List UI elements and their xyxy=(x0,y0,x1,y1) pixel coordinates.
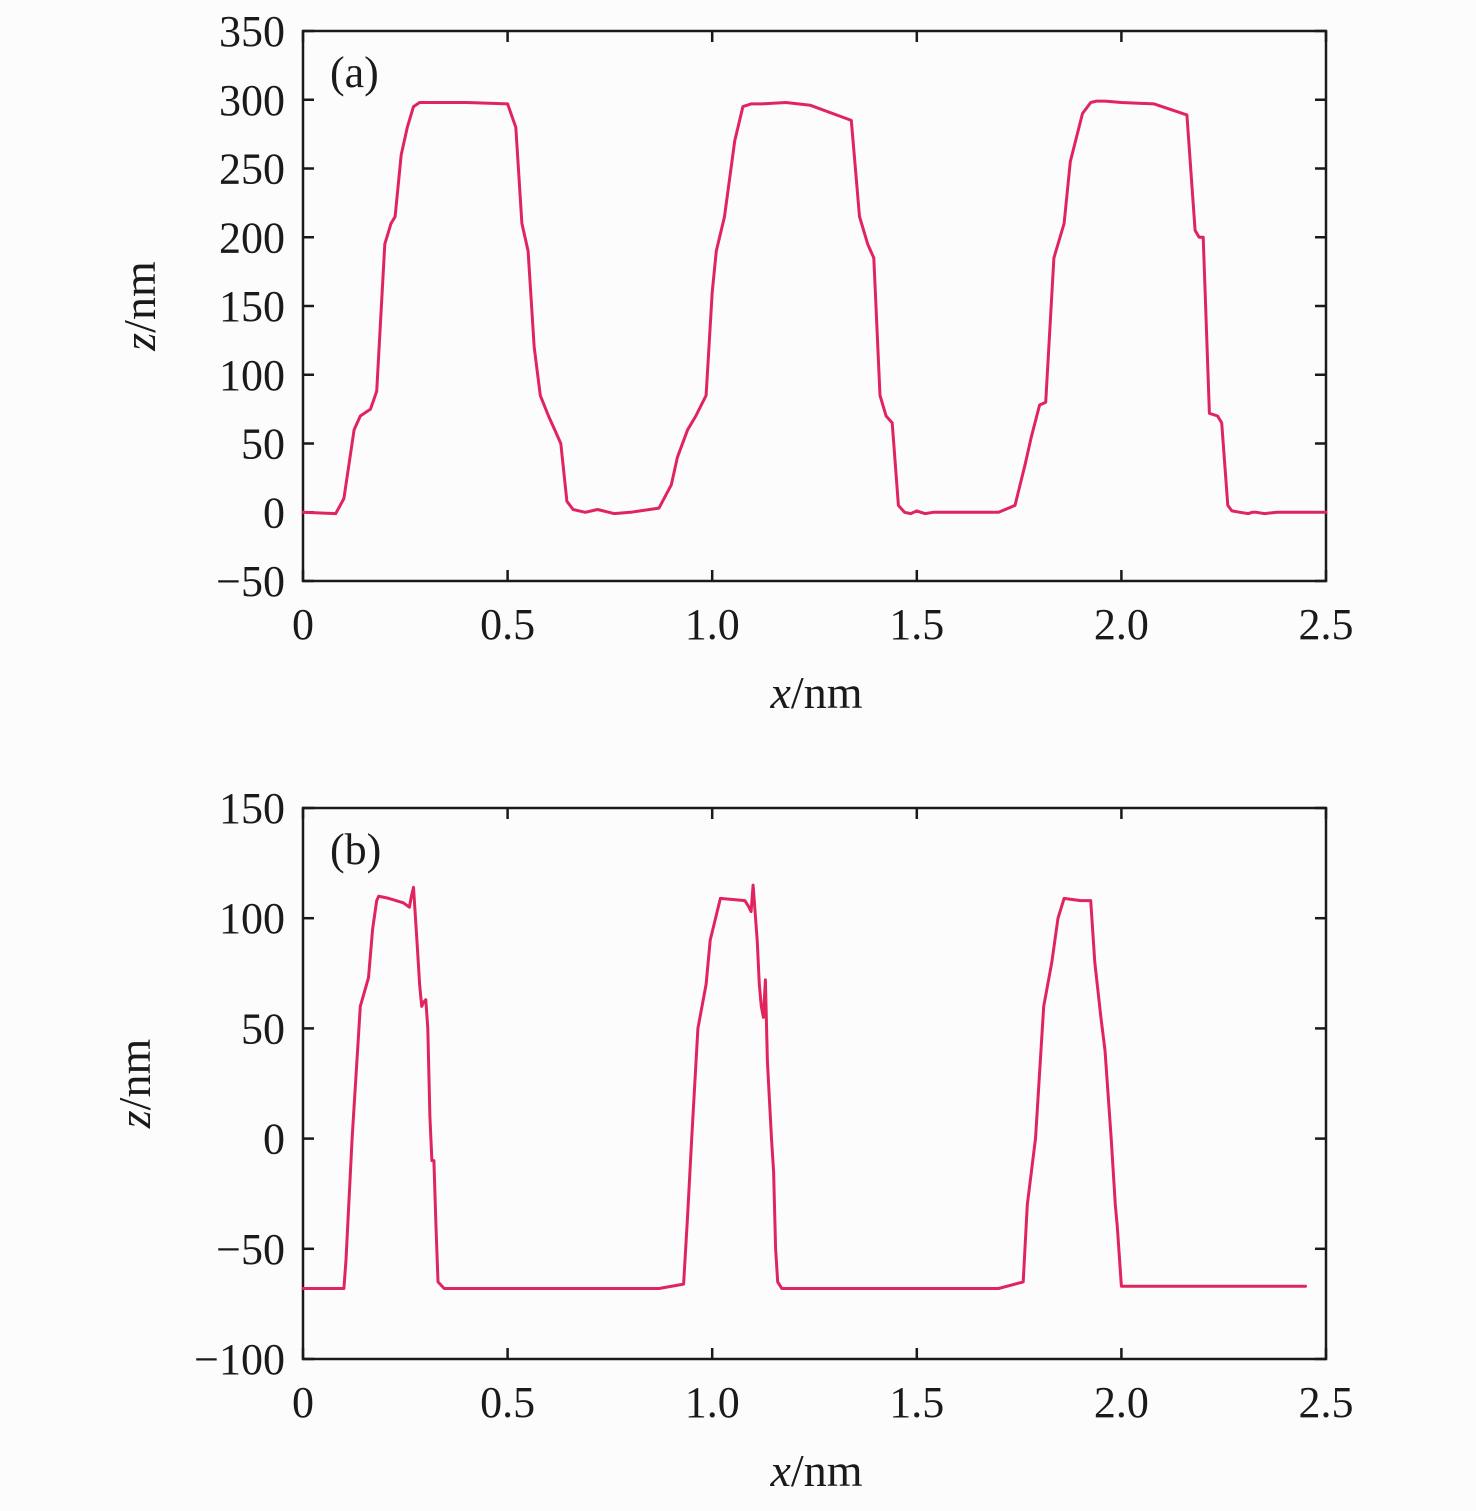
x-axis-label: x/nm xyxy=(770,1445,863,1496)
x-tick-label: 2.0 xyxy=(1094,600,1149,649)
y-tick-label: 100 xyxy=(219,351,285,400)
y-tick-label: 150 xyxy=(219,784,285,833)
x-tick-label: 0.5 xyxy=(480,600,535,649)
plot-frame xyxy=(301,29,1328,583)
plot-frame xyxy=(301,806,1328,1361)
y-tick-label: 150 xyxy=(219,282,285,331)
y-tick-label: 200 xyxy=(219,213,285,262)
x-axis-unit: /nm xyxy=(791,1445,863,1496)
panel-a: 0 0.5 1.0 1.5 2.0 2.5−50050100150200250300350… xyxy=(114,7,1354,718)
panel-label: (a) xyxy=(330,48,379,97)
x-tick-label: 1.0 xyxy=(685,1378,740,1427)
y-tick-label: 300 xyxy=(219,76,285,125)
y-tick-label: −50 xyxy=(216,1225,285,1274)
y-axis-unit: /nm xyxy=(114,261,165,333)
x-axis-unit: /nm xyxy=(791,667,863,718)
x-tick-label: 0 xyxy=(292,600,314,649)
panel-b: 0 0.5 1.0 1.5 2.0 2.5−100−50050100150(b)x/nmz… xyxy=(109,784,1354,1496)
x-axis-label: x/nm xyxy=(770,667,863,718)
x-tick-label: 0 xyxy=(292,1378,314,1427)
y-axis-unit: /nm xyxy=(109,1039,160,1111)
x-tick-label: 1.5 xyxy=(889,1378,944,1427)
series-line xyxy=(301,883,1307,1290)
series-line xyxy=(301,99,1328,516)
y-axis-var: z xyxy=(114,333,165,352)
y-tick-label: 100 xyxy=(219,894,285,943)
y-axis-var: z xyxy=(109,1110,160,1129)
y-tick-label: 50 xyxy=(241,1004,285,1053)
y-tick-label: 50 xyxy=(241,420,285,469)
x-tick-label: 1.5 xyxy=(889,600,944,649)
y-axis-label: z/nm xyxy=(114,261,165,352)
y-tick-label: 250 xyxy=(219,145,285,194)
y-tick-label: −100 xyxy=(194,1335,285,1384)
x-axis-var: x xyxy=(770,1445,792,1496)
y-axis-label: z/nm xyxy=(109,1039,160,1130)
y-tick-label: 0 xyxy=(263,1115,285,1164)
y-tick-label: −50 xyxy=(216,557,285,606)
panel-label: (b) xyxy=(330,825,381,874)
x-tick-label: 0.5 xyxy=(480,1378,535,1427)
x-tick-label: 1.0 xyxy=(685,600,740,649)
x-tick-label: 2.5 xyxy=(1299,600,1354,649)
y-tick-label: 350 xyxy=(219,7,285,56)
x-axis-var: x xyxy=(770,667,792,718)
x-tick-label: 2.5 xyxy=(1299,1378,1354,1427)
y-tick-label: 0 xyxy=(263,488,285,537)
x-tick-label: 2.0 xyxy=(1094,1378,1149,1427)
